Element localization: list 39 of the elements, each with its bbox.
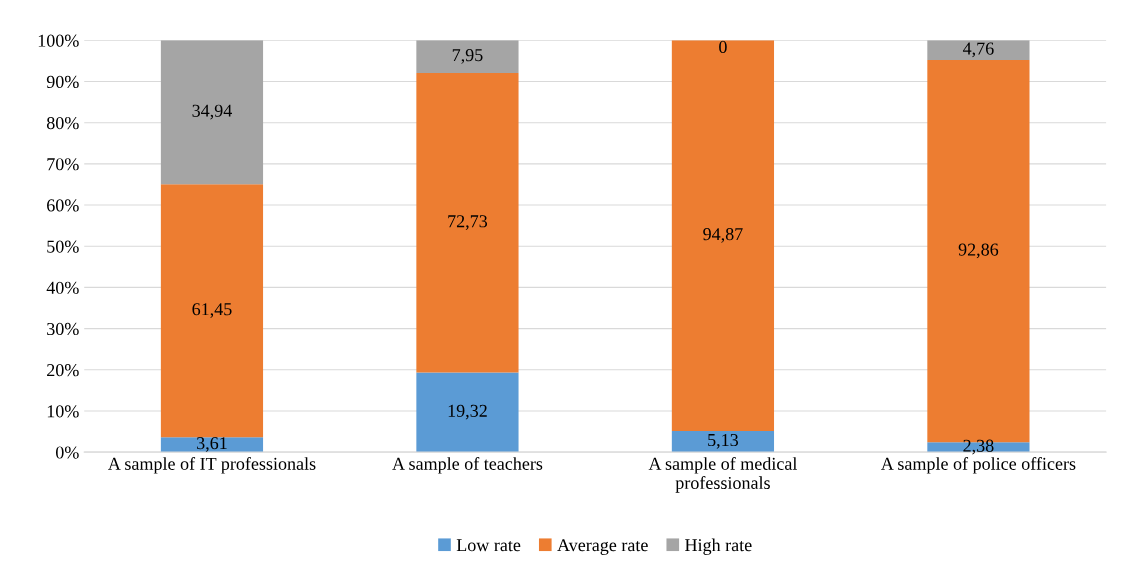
- data-label: 72,73: [448, 215, 488, 230]
- bar: [416, 40, 519, 74]
- legend-label: High rate: [685, 538, 752, 555]
- data-label: 94,87: [703, 228, 743, 243]
- x-tick-label: A sample of police officers: [880, 457, 1076, 474]
- bar: [160, 40, 264, 185]
- y-tick-label: 10%: [47, 405, 79, 418]
- data-label: 4,76: [962, 42, 994, 58]
- y-tick-label: 20%: [47, 364, 79, 377]
- bar: [671, 40, 775, 432]
- legend-label: Low rate: [456, 539, 521, 552]
- data-label: 61,45: [192, 303, 232, 318]
- data-label: 0: [719, 40, 727, 54]
- bar: [160, 437, 264, 453]
- bar: [160, 184, 264, 438]
- data-label: 92,86: [958, 243, 999, 259]
- y-tick-label: 30%: [47, 322, 79, 336]
- data-label: 5,13: [708, 433, 739, 449]
- data-label: 19,32: [448, 404, 487, 420]
- y-tick-label: 100%: [38, 34, 79, 47]
- y-tick-label: 50%: [47, 240, 79, 253]
- bar: [927, 40, 1030, 60]
- legend-label: Average rate: [557, 539, 648, 555]
- data-label: 7,95: [452, 49, 483, 64]
- bar: [416, 73, 519, 373]
- y-tick-label: 90%: [46, 75, 79, 89]
- x-tick-label: A sample of teachers: [392, 457, 543, 474]
- data-label: 2,38: [963, 439, 994, 455]
- y-tick-label: 70%: [47, 158, 79, 171]
- x-tick-label: A sample of medical professionals: [648, 457, 798, 493]
- bar: [416, 372, 519, 453]
- bar: [671, 431, 775, 453]
- x-tick-label: A sample of IT professionals: [108, 457, 316, 474]
- data-label: 3,61: [197, 437, 227, 452]
- y-tick-label: 40%: [46, 281, 79, 294]
- y-tick-label: 80%: [46, 116, 79, 130]
- y-tick-label: 0%: [55, 446, 79, 459]
- y-tick-label: 60%: [47, 199, 79, 212]
- data-label: 34,94: [192, 104, 232, 120]
